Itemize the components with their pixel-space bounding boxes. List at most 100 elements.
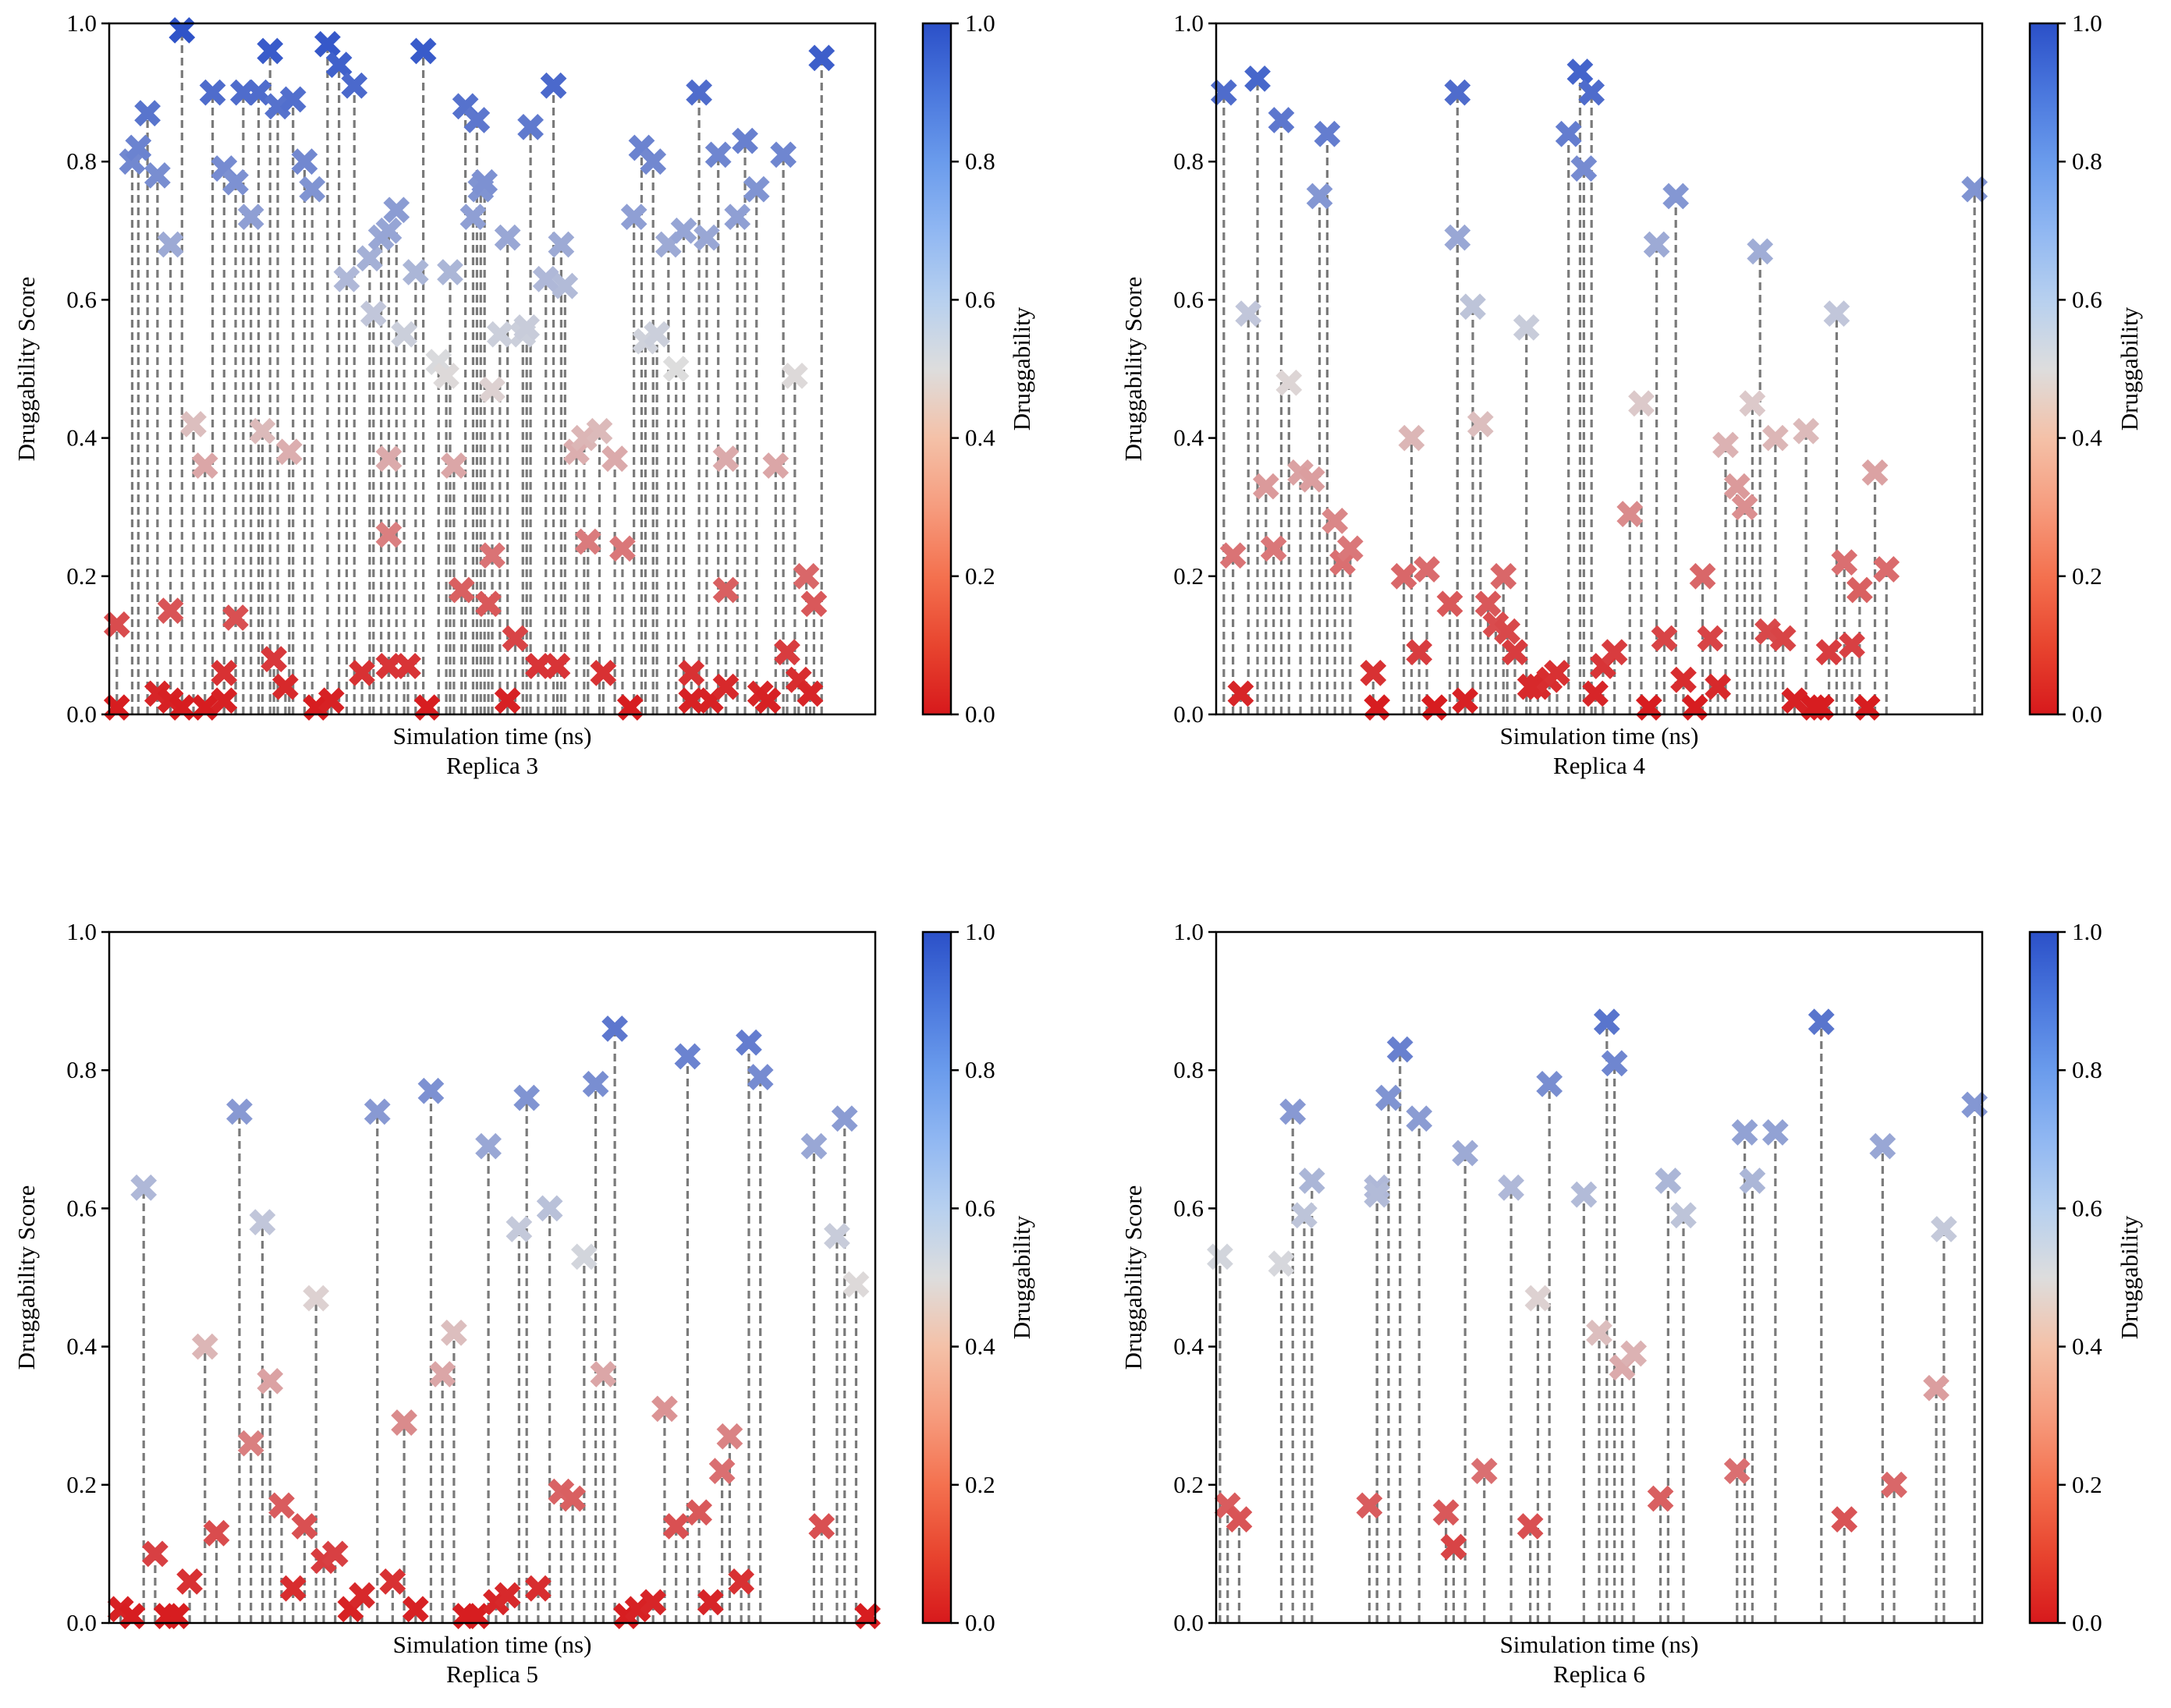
y-tick-label: 0.4	[66, 1333, 97, 1360]
x-axis-label: Simulation time (ns)	[393, 1631, 592, 1658]
data-point-marker	[494, 1582, 521, 1609]
colorbar-tick-label: 1.0	[965, 9, 995, 37]
colorbar-tick-label: 0.0	[2072, 700, 2102, 728]
colorbar-tick-label: 0.8	[965, 147, 995, 175]
data-point-marker	[1831, 1506, 1858, 1533]
y-tick-label: 0.6	[66, 1194, 97, 1221]
data-point-marker	[1375, 1084, 1402, 1111]
data-point-marker	[383, 197, 410, 224]
data-point-marker	[1582, 680, 1609, 707]
colorbar-tick-label: 0.6	[2072, 285, 2102, 313]
data-point-marker	[433, 362, 459, 389]
data-point-marker	[222, 604, 249, 631]
y-tick-label: 0.8	[66, 1056, 97, 1083]
y-tick-label: 0.6	[66, 285, 97, 313]
x-axis-label: Simulation time (ns)	[1500, 1631, 1699, 1658]
data-point-marker	[782, 362, 808, 389]
data-point-marker	[157, 597, 184, 624]
data-point-marker	[824, 1222, 850, 1249]
data-point-marker	[662, 1513, 690, 1540]
data-point-marker	[640, 1589, 667, 1616]
data-point-marker	[249, 417, 276, 445]
data-point-marker	[402, 1596, 429, 1623]
data-point-marker	[375, 445, 403, 473]
data-point-marker	[1739, 390, 1766, 417]
data-point-marker	[800, 1132, 828, 1160]
data-point-marker	[601, 445, 629, 473]
data-point-marker	[271, 673, 299, 700]
colorbar-tick-label: 0.0	[965, 1609, 995, 1636]
data-point-marker	[486, 321, 513, 348]
data-point-marker	[843, 1270, 870, 1298]
y-axis-label: Druggability Score	[1119, 1185, 1147, 1370]
data-point-marker	[1207, 1243, 1233, 1270]
data-point-marker	[670, 217, 697, 244]
y-tick-label: 0.8	[66, 147, 97, 175]
data-point-marker	[808, 1513, 835, 1540]
data-point-marker	[774, 639, 800, 666]
data-point-marker	[317, 687, 345, 714]
data-point-marker	[644, 321, 671, 348]
data-point-marker	[257, 37, 284, 65]
data-point-marker	[199, 79, 226, 106]
chart-panel-4: 0.0 0.2 0.4 0.6 0.8 1.0 Druggability Score Simu…	[1119, 9, 2143, 779]
data-point-marker	[1252, 473, 1279, 500]
colorbar-tick-label: 0.2	[965, 562, 995, 590]
data-point-marker	[1490, 562, 1517, 590]
data-point-marker	[441, 1319, 467, 1346]
data-point-marker	[1601, 1050, 1628, 1077]
chart-panel-5: 0.0 0.2 0.4 0.6 0.8 1.0 Druggability Score Simu…	[12, 918, 1035, 1688]
axes-frame	[1215, 930, 1984, 1625]
data-point-marker	[1444, 224, 1471, 251]
colorbar-tick-label: 0.2	[2072, 562, 2102, 590]
data-point-marker	[559, 1485, 586, 1512]
colorbar-tick-label: 0.6	[2072, 1194, 2102, 1221]
data-point-marker	[1769, 625, 1797, 652]
drop-lines	[115, 30, 823, 714]
data-point-marker	[525, 1575, 552, 1602]
data-point-marker	[1620, 1340, 1648, 1367]
data-point-marker	[586, 417, 613, 445]
markers	[107, 1015, 882, 1630]
data-point-marker	[640, 148, 667, 175]
data-point-marker	[1601, 639, 1628, 666]
data-point-marker	[1440, 1533, 1467, 1561]
data-point-marker	[536, 1195, 563, 1222]
data-point-marker	[831, 1105, 858, 1132]
data-point-marker	[375, 217, 403, 244]
data-point-marker	[237, 204, 264, 230]
data-point-marker	[1298, 466, 1325, 493]
data-point-marker	[471, 168, 498, 196]
data-point-marker	[563, 438, 590, 466]
data-point-marker	[747, 1064, 774, 1090]
data-point-marker	[513, 314, 541, 341]
data-point-marker	[1502, 639, 1528, 666]
data-point-marker	[410, 37, 437, 65]
data-point-marker	[674, 1043, 701, 1070]
colorbar-label: Druggability	[2116, 307, 2143, 431]
data-point-marker	[1279, 1098, 1307, 1125]
data-point-marker	[686, 1499, 713, 1526]
data-point-marker	[1705, 673, 1732, 700]
data-point-marker	[1360, 659, 1387, 686]
data-point-marker	[1578, 79, 1605, 106]
data-point-marker	[237, 1430, 264, 1457]
y-tick-label: 0.6	[1173, 285, 1204, 313]
data-point-marker	[130, 1174, 158, 1201]
data-point-marker	[712, 445, 740, 473]
data-point-marker	[708, 1458, 736, 1484]
data-point-marker	[712, 576, 740, 604]
data-point-marker	[429, 1361, 456, 1387]
data-point-marker	[686, 79, 713, 106]
colorbar	[921, 22, 952, 716]
data-point-marker	[1244, 65, 1271, 92]
y-tick-label: 0.0	[66, 1609, 97, 1636]
y-tick-label: 1.0	[66, 9, 97, 37]
data-point-marker	[279, 1575, 307, 1602]
replica-subtitle: Replica 4	[1553, 752, 1645, 779]
data-point-marker	[375, 521, 403, 548]
data-point-marker	[144, 680, 171, 707]
data-point-marker	[1235, 300, 1262, 328]
data-point-marker	[349, 659, 375, 686]
data-point-marker	[1329, 549, 1356, 576]
